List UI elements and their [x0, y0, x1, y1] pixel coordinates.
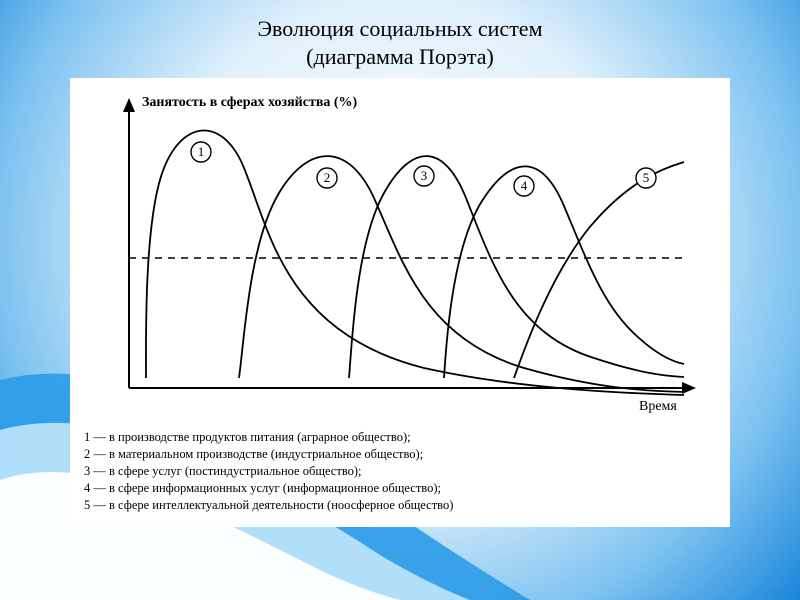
- y-axis-label: Занятость в сферах хозяйства (%): [142, 95, 358, 110]
- svg-text:1: 1: [198, 144, 205, 159]
- legend-item-5: 5 — в сфере интеллектуальной деятельност…: [84, 497, 716, 514]
- curve-2: [239, 156, 684, 392]
- slide-title: Эволюция социальных систем (диаграмма По…: [70, 15, 730, 70]
- curve-group: [146, 131, 684, 396]
- svg-text:4: 4: [521, 178, 528, 193]
- curve-label-4: 4: [514, 176, 534, 196]
- poret-diagram: Занятость в сферах хозяйства (%) 1 2 3 4 5 В…: [84, 88, 716, 418]
- svg-text:3: 3: [421, 168, 428, 183]
- legend-item-4: 4 — в сфере информационных услуг (информ…: [84, 480, 716, 497]
- svg-text:2: 2: [324, 170, 331, 185]
- slide-content: Эволюция социальных систем (диаграмма По…: [70, 15, 730, 527]
- diagram-container: Занятость в сферах хозяйства (%) 1 2 3 4 5 В…: [70, 78, 730, 527]
- curve-label-5: 5: [636, 168, 656, 188]
- curve-labels: 1 2 3 4 5: [191, 142, 656, 196]
- curve-5: [514, 162, 684, 378]
- legend: 1 — в производстве продуктов питания (аг…: [84, 429, 716, 513]
- curve-4: [444, 166, 684, 378]
- curve-1: [146, 131, 684, 396]
- svg-text:5: 5: [643, 170, 650, 185]
- title-line-2: (диаграмма Порэта): [306, 44, 494, 69]
- x-axis-label: Время: [639, 399, 677, 414]
- legend-item-1: 1 — в производстве продуктов питания (аг…: [84, 429, 716, 446]
- curve-label-2: 2: [317, 168, 337, 188]
- curve-label-1: 1: [191, 142, 211, 162]
- legend-item-2: 2 — в материальном производстве (индустр…: [84, 446, 716, 463]
- title-line-1: Эволюция социальных систем: [258, 16, 543, 41]
- axes: [123, 98, 696, 394]
- curve-label-3: 3: [414, 166, 434, 186]
- legend-item-3: 3 — в сфере услуг (постиндустриальное об…: [84, 463, 716, 480]
